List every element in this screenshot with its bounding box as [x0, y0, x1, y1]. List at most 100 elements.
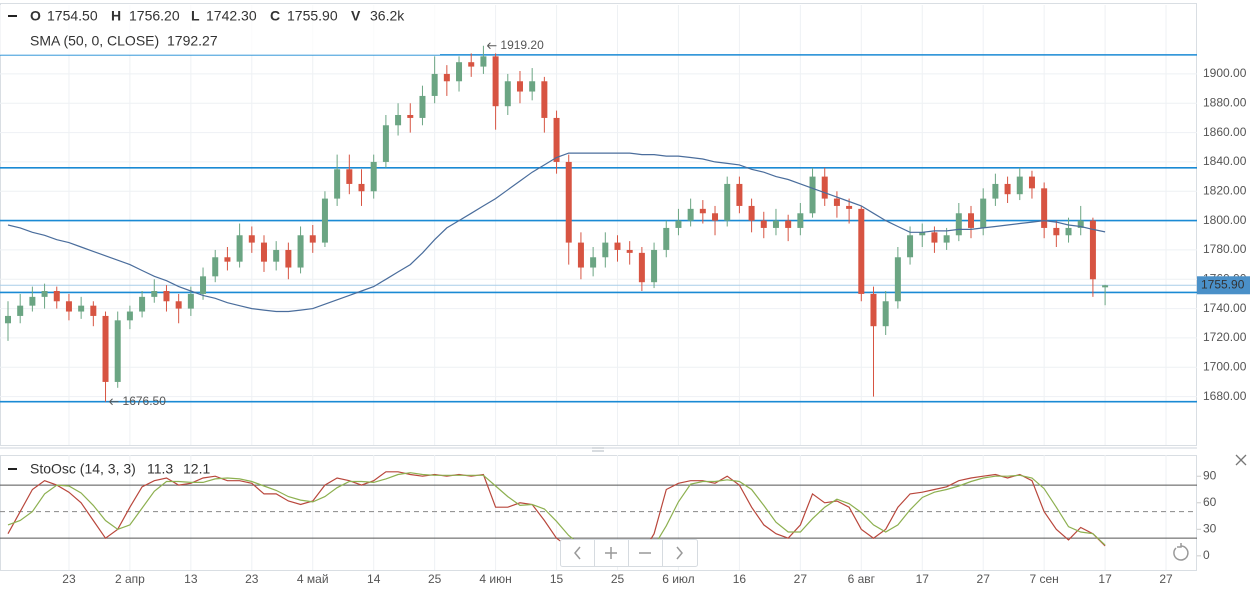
candle-body: [907, 235, 914, 258]
x-tick-label: 25: [611, 572, 625, 586]
candle-body: [151, 291, 158, 297]
scroll-left-button[interactable]: [574, 546, 581, 560]
candle-body: [992, 183, 999, 199]
y-tick-label: 1780.00: [1203, 242, 1247, 256]
ohlc-key: V: [351, 8, 361, 24]
high-label: 1919.20: [500, 38, 544, 52]
ohlc-value: 1754.50: [47, 8, 98, 24]
candle-body: [163, 291, 170, 302]
last-price-label: 1755.90: [1201, 277, 1245, 291]
y-tick-label: 0: [1203, 548, 1210, 562]
ohlc-value: 1755.90: [287, 8, 338, 24]
candle-body: [492, 56, 499, 107]
x-tick-label: 7 сен: [1029, 572, 1058, 586]
candle-body: [1077, 220, 1084, 228]
y-tick-label: 30: [1203, 521, 1217, 535]
x-tick-label: 27: [794, 572, 808, 586]
candle-body: [760, 220, 767, 228]
y-tick-label: 1860.00: [1203, 125, 1247, 139]
candle-body: [443, 73, 450, 82]
candle-body: [236, 235, 243, 262]
candle-body: [139, 296, 146, 312]
x-tick-label: 23: [245, 572, 259, 586]
toolbar: [560, 539, 1189, 567]
candle-body: [565, 161, 572, 243]
candle-body: [297, 235, 304, 268]
candle-body: [931, 232, 938, 243]
stoch-line: [7, 472, 1106, 553]
candle-body: [577, 242, 584, 268]
y-tick-label: 1740.00: [1203, 301, 1247, 315]
candle-body: [419, 95, 426, 118]
header-bg: [0, 5, 440, 55]
stoch-panel-frame: [0, 455, 1197, 571]
scroll-right-button[interactable]: [676, 546, 683, 560]
candle-body: [882, 301, 889, 327]
candle-body: [1065, 227, 1072, 236]
candle-body: [53, 291, 60, 302]
y-tick-label: 1820.00: [1203, 183, 1247, 197]
y-tick-label: 1680.00: [1203, 389, 1247, 403]
last-price-badge: [1197, 276, 1250, 295]
candle-body: [943, 235, 950, 243]
candle-body: [785, 220, 792, 228]
ohlc-value: 1742.30: [206, 8, 257, 24]
x-tick-label: 25: [428, 572, 442, 586]
candle-body: [626, 249, 633, 253]
candle-body: [90, 305, 97, 316]
header: O 1754.50 H 1756.20 L 1742.30 C 1755.90 …: [0, 5, 440, 55]
candle-body: [614, 242, 621, 250]
y-tick-label: 1900.00: [1203, 66, 1247, 80]
zoom-in-button[interactable]: [605, 547, 617, 559]
candle-body: [5, 315, 11, 324]
x-tick-label: 6 авг: [848, 572, 876, 586]
reset-button[interactable]: [1173, 543, 1189, 561]
sma-line: [7, 152, 1106, 313]
candle-body: [224, 257, 231, 262]
candle-body: [407, 115, 414, 118]
x-tick-label: 17: [916, 572, 930, 586]
candle-body: [797, 213, 804, 228]
ohlc-key: H: [111, 8, 121, 24]
candle-body: [114, 320, 121, 382]
resize-handle[interactable]: [592, 447, 604, 452]
candle-body: [431, 73, 438, 96]
candle-body: [553, 117, 560, 162]
candle-body: [748, 205, 755, 221]
candle-body: [699, 208, 706, 214]
x-tick-label: 17: [1098, 572, 1112, 586]
candle-body: [285, 249, 292, 268]
candle-body: [833, 198, 840, 206]
stoch-k-value: 11.3: [147, 461, 173, 477]
x-tick-label: 16: [733, 572, 747, 586]
candle-body: [870, 293, 877, 327]
candle-body: [65, 301, 72, 312]
close-button[interactable]: [1235, 454, 1247, 466]
candle-body: [687, 208, 694, 221]
candle-body: [1089, 220, 1096, 280]
price-panel-frame: [0, 3, 1197, 446]
candle-body: [1041, 188, 1048, 228]
x-tick-label: 23: [62, 572, 76, 586]
y-tick-label: 1880.00: [1203, 95, 1247, 109]
candle-body: [894, 257, 901, 302]
candle-body: [980, 198, 987, 228]
high-arrow: [487, 42, 497, 50]
candle-body: [260, 242, 267, 262]
y-tick-label: 1700.00: [1203, 359, 1247, 373]
candle-body: [248, 235, 255, 243]
x-tick-label: 4 май: [297, 572, 329, 586]
y-tick-label: 1800.00: [1203, 213, 1247, 227]
candle-body: [102, 315, 109, 382]
stoch-title: StoOsc (14, 3, 3): [30, 461, 136, 477]
candle-body: [187, 293, 194, 309]
candle-body: [309, 235, 316, 243]
candle-body: [1053, 227, 1060, 236]
x-tick-label: 14: [367, 572, 381, 586]
ohlc-key: L: [191, 8, 200, 24]
candle-body: [382, 125, 389, 162]
candle-body: [675, 220, 682, 228]
candle-body: [955, 213, 962, 236]
